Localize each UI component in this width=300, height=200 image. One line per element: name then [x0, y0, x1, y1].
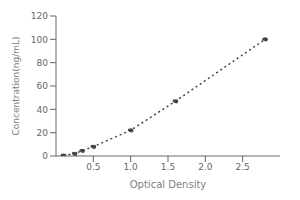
svg-text:40: 40 [37, 105, 49, 115]
svg-text:1.5: 1.5 [161, 162, 175, 172]
svg-text:2.5: 2.5 [236, 162, 250, 172]
svg-text:0: 0 [42, 151, 48, 161]
svg-text:80: 80 [37, 58, 49, 68]
svg-text:Optical Density: Optical Density [130, 179, 207, 190]
svg-text:100: 100 [31, 35, 48, 45]
svg-text:Concentration(ng/mL): Concentration(ng/mL) [11, 37, 21, 136]
svg-text:60: 60 [37, 81, 49, 91]
svg-text:2.0: 2.0 [198, 162, 213, 172]
svg-text:120: 120 [31, 11, 48, 21]
svg-text:1.0: 1.0 [124, 162, 139, 172]
svg-text:0.5: 0.5 [86, 162, 100, 172]
svg-text:20: 20 [37, 128, 49, 138]
